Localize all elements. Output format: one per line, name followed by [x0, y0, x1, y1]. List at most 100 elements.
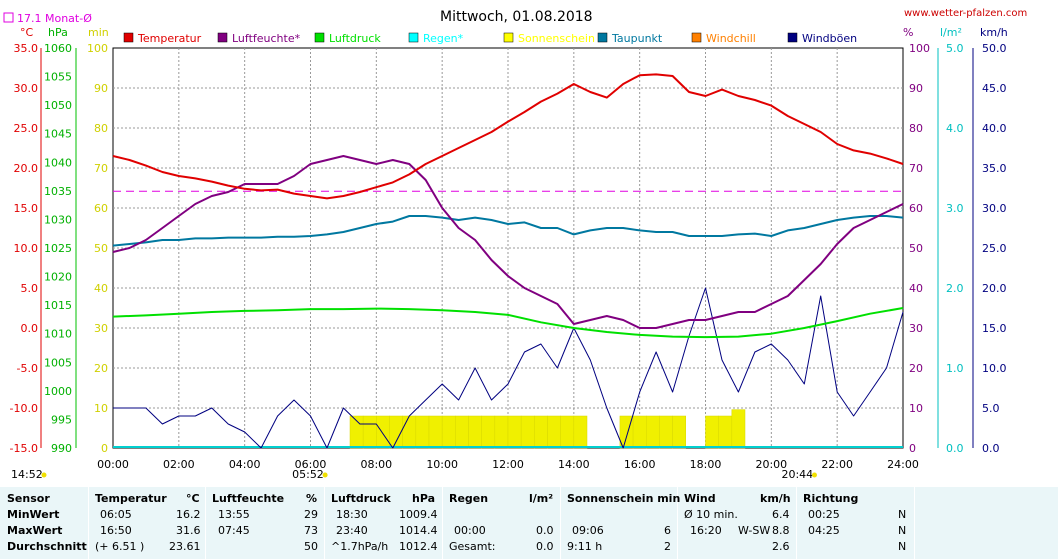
sunshine-bar — [560, 415, 575, 449]
chart-title: Mittwoch, 01.08.2018 — [440, 9, 593, 25]
humidity-tick-label: 0 — [909, 442, 916, 455]
humidity-tick-label: 70 — [909, 162, 923, 175]
sunshine-bar — [672, 415, 686, 449]
right-axes: 10090807060504030201005.04.03.02.01.00.0… — [903, 26, 1008, 455]
legend-swatch — [408, 32, 419, 43]
pressure-tick-label: 1060 — [44, 42, 72, 55]
sunset-time-label: 20:44 — [781, 468, 813, 481]
wind-tick-label: 15.0 — [982, 322, 1007, 335]
temp-tick-label: 0.0 — [21, 322, 39, 335]
wind-gust-line — [113, 287, 904, 449]
legend-label: Taupunkt — [611, 32, 663, 45]
legend-swatch — [503, 32, 514, 43]
legend-label: Temperatur — [137, 32, 202, 45]
pressure-tick-label: 1000 — [44, 385, 72, 398]
left-axes: 35.0 30.0 25.0 20.0 15.0 10.0 5.0 0.0 -5.0 -10.0 -… — [10, 26, 109, 455]
humidity-tick-label: 10 — [909, 402, 923, 415]
temp-tick-label: -5.0 — [17, 362, 38, 375]
sun-tick-label: 0 — [101, 442, 108, 455]
legend-swatch — [691, 32, 702, 43]
time-tick-label: 00:00 — [97, 458, 129, 471]
dir-min-time: 00:25 — [808, 508, 840, 521]
hum-avg-value: 50 — [304, 540, 318, 553]
wind-tick-label: 40.0 — [982, 122, 1007, 135]
sensor-header: Sensor — [7, 492, 50, 505]
wind-max-dir: W-SW — [738, 524, 771, 537]
sunshine-bar — [376, 415, 390, 449]
wind-tick-label: 30.0 — [982, 202, 1007, 215]
wind-max-time: 16:20 — [690, 524, 722, 537]
site-url: www.wetter-pfalzen.com — [904, 8, 1027, 19]
temp-min-value: 16.2 — [176, 508, 201, 521]
legend-swatch — [123, 32, 134, 43]
sunshine-bar — [547, 415, 561, 449]
time-tick-label: 04:00 — [229, 458, 261, 471]
wind-tick-label: 10.0 — [982, 362, 1007, 375]
wind-avg10-label: Ø 10 min. — [684, 508, 738, 521]
wind-header: Wind — [684, 492, 716, 505]
time-tick-label: 24:00 — [887, 458, 919, 471]
humidity-unit-label: % — [903, 26, 913, 39]
hum-header: Luftfeuchte — [212, 492, 285, 505]
rain-header: Regen — [449, 492, 489, 505]
rain-tick-label: 2.0 — [946, 282, 964, 295]
sunshine-bar — [718, 415, 733, 449]
pressure-unit-label: hPa — [48, 26, 68, 39]
time-tick-label: 20:00 — [755, 458, 787, 471]
legend: Temperatur Luftfeuchte* Luftdruck Regen* Son… — [123, 32, 857, 45]
temp-tick-label: -15.0 — [10, 442, 38, 455]
wind-tick-label: 35.0 — [982, 162, 1007, 175]
time-tick-label: 18:00 — [690, 458, 722, 471]
legend-label: Luftfeuchte* — [232, 32, 301, 45]
hum-min-time: 13:55 — [218, 508, 250, 521]
rain-tick-label: 3.0 — [946, 202, 964, 215]
time-tick-label: 06:00 — [295, 458, 327, 471]
time-tick-label: 16:00 — [624, 458, 656, 471]
rain-tick-label: 0.0 — [946, 442, 964, 455]
temp-tick-label: 35.0 — [14, 42, 39, 55]
row-label-avg: Durchschnitt — [7, 540, 87, 553]
dir-avg-value: N — [898, 540, 907, 553]
pressure-tick-label: 1050 — [44, 99, 72, 112]
temp-header: Temperatur — [95, 492, 167, 505]
sunshine-bar — [468, 415, 482, 449]
rain-unit-label: l/m² — [940, 26, 962, 39]
sun-total: 9:11 h — [567, 540, 603, 553]
pressure-line — [112, 307, 904, 339]
hum-min-value: 29 — [304, 508, 318, 521]
monthly-avg-swatch — [3, 12, 14, 23]
humidity-tick-label: 80 — [909, 122, 923, 135]
legend-label: Windböen — [802, 32, 857, 45]
rain-tick-label: 1.0 — [946, 362, 964, 375]
temp-tick-label: 25.0 — [14, 122, 39, 135]
pressure-tick-label: 1005 — [44, 356, 72, 369]
sun-tick-label: 100 — [87, 42, 108, 55]
monthly-avg-label: 17.1 Monat-Ø — [17, 12, 92, 25]
legend-label: Sonnenschein — [518, 32, 595, 45]
pressure-tick-label: 1040 — [44, 156, 72, 169]
time-tick-label: 10:00 — [426, 458, 458, 471]
sun-unit-label: min — [88, 26, 109, 39]
wind-avg-value: 2.6 — [772, 540, 790, 553]
dir-max-time: 04:25 — [808, 524, 840, 537]
press-header: Luftdruck — [331, 492, 391, 505]
temp-tick-label: 20.0 — [14, 162, 39, 175]
sunshine-bar — [507, 415, 522, 449]
temp-avg-note: (+ 6.51 ) — [95, 540, 145, 553]
temp-max-value: 31.6 — [176, 524, 201, 537]
rain-tick-label: 4.0 — [946, 122, 964, 135]
hum-unit: % — [306, 492, 318, 505]
pressure-tick-label: 995 — [51, 413, 72, 426]
sunset-sun-marker — [811, 472, 817, 478]
wind-tick-label: 5.0 — [982, 402, 1000, 415]
temperature-line — [112, 73, 904, 200]
sunshine-bar — [731, 409, 746, 449]
wind-unit-label: km/h — [980, 26, 1008, 39]
legend-label: Regen* — [423, 32, 464, 45]
press-unit: hPa — [412, 492, 436, 505]
time-tick-label: 12:00 — [492, 458, 524, 471]
temp-tick-label: 5.0 — [21, 282, 39, 295]
sun-tick-label: 70 — [94, 162, 108, 175]
sunshine-bar — [415, 415, 430, 449]
rain-unit: l/m² — [529, 492, 554, 505]
